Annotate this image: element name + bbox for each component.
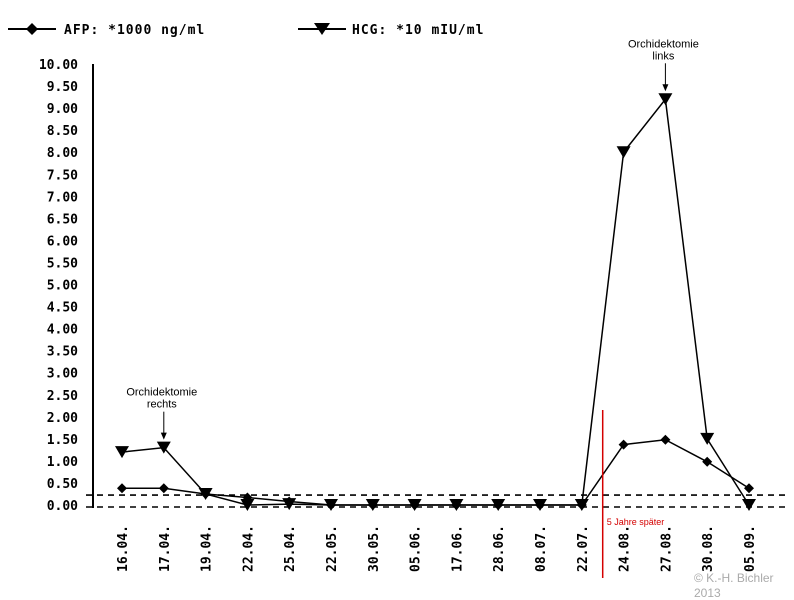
copyright-line2: 2013	[694, 586, 721, 600]
y-tick-label: 1.00	[47, 455, 78, 470]
x-tick-label: 27.08.	[659, 525, 674, 572]
y-tick-label: 5.50	[47, 256, 78, 271]
y-tick-label: 0.50	[47, 477, 78, 492]
y-tick-label: 5.00	[47, 279, 78, 294]
annotation-arrowhead	[160, 432, 167, 440]
hcg-point	[616, 146, 631, 159]
y-tick-label: 7.50	[47, 168, 78, 183]
series-line	[121, 97, 750, 506]
reference-lines	[86, 494, 790, 508]
afp-point	[702, 456, 713, 467]
hcg-point	[156, 441, 171, 454]
x-tick-label: 05.09.	[743, 525, 758, 572]
data-markers	[115, 93, 756, 511]
x-tick-label: 30.05.	[367, 525, 382, 572]
y-tick-label: 3.50	[47, 345, 78, 360]
diamond-marker-icon	[26, 23, 38, 35]
y-tick-label: 2.00	[47, 411, 78, 426]
x-tick-label: 19.04.	[200, 525, 215, 572]
x-tick-labels: 16.04. 17.04. 19.04. 22.04. 25.04. 22.05. 30.0…	[116, 525, 758, 572]
annotation-label: Orchidektomie	[126, 387, 197, 399]
annotation-arrowhead	[662, 84, 669, 92]
y-tick-labels: 0.00 0.50 1.00 1.50 2.00 2.50 3.00 3.50 4.00 4.50…	[39, 58, 78, 514]
legend-item-afp: AFP: *1000 ng/ml	[8, 23, 205, 38]
x-tick-label: 16.04.	[116, 525, 131, 572]
y-tick-label: 10.00	[39, 58, 78, 73]
y-tick-label: 6.00	[47, 234, 78, 249]
legend-label-afp: AFP: *1000 ng/ml	[64, 23, 205, 38]
hcg-point	[533, 499, 547, 511]
triangle-down-marker-icon	[314, 23, 330, 35]
series-line	[122, 438, 750, 506]
afp-point	[158, 483, 169, 494]
hcg-point	[742, 499, 756, 511]
y-tick-label: 1.50	[47, 433, 78, 448]
x-tick-label: 25.04.	[283, 525, 298, 572]
x-tick-label: 08.07.	[534, 525, 549, 572]
x-tick-label: 22.04.	[241, 525, 256, 572]
y-tick-label: 8.50	[47, 124, 78, 139]
afp-point	[660, 434, 671, 445]
hcg-point	[658, 93, 673, 106]
hcg-point	[115, 446, 129, 459]
x-tick-label: 05.06.	[409, 525, 424, 572]
x-tick-label: 24.08.	[618, 525, 633, 572]
y-tick-label: 9.50	[47, 80, 78, 95]
hcg-point	[407, 499, 422, 511]
hcg-point	[324, 499, 338, 511]
afp-point	[744, 483, 754, 494]
series-lines	[121, 97, 750, 506]
copyright-line1: © K.-H. Bichler	[694, 571, 774, 585]
hcg-point	[240, 499, 255, 511]
afp-point	[618, 439, 629, 450]
legend-item-hcg: HCG: *10 mIU/ml	[298, 23, 484, 38]
y-tick-label: 3.00	[47, 367, 78, 382]
time-gap-label: 5 Jahre später	[607, 517, 665, 527]
copyright: © K.-H. Bichler 2013	[694, 571, 774, 600]
y-tick-label: 2.50	[47, 389, 78, 404]
hcg-point	[365, 499, 380, 511]
hcg-point	[574, 499, 589, 511]
y-tick-label: 4.00	[47, 323, 78, 338]
hcg-point	[449, 499, 464, 511]
annotation-label: links	[652, 50, 675, 62]
x-tick-label: 22.05.	[325, 525, 340, 572]
legend: AFP: *1000 ng/ml HCG: *10 mIU/ml	[8, 23, 484, 38]
y-tick-label: 0.00	[47, 499, 78, 514]
y-tick-label: 8.00	[47, 146, 78, 161]
x-tick-label: 28.06.	[492, 525, 507, 572]
hcg-point	[700, 432, 715, 445]
afp-point	[117, 483, 127, 494]
x-tick-label: 30.08.	[701, 525, 716, 572]
hcg-point	[491, 499, 506, 511]
x-tick-label: 22.07.	[576, 525, 591, 572]
y-tick-label: 4.50	[47, 301, 78, 316]
time-gap-marker: 5 Jahre später	[601, 410, 665, 578]
annotation-label: Orchidektomie	[628, 38, 699, 50]
hcg-point	[282, 498, 297, 511]
hcg-point	[198, 487, 213, 500]
annotation-label: rechts	[147, 399, 177, 411]
y-tick-label: 6.50	[47, 212, 78, 227]
y-tick-label: 9.00	[47, 102, 78, 117]
y-tick-label: 7.00	[47, 190, 78, 205]
x-tick-label: 17.04.	[158, 525, 173, 572]
legend-label-hcg: HCG: *10 mIU/ml	[352, 23, 484, 38]
x-tick-label: 17.06.	[450, 525, 465, 572]
